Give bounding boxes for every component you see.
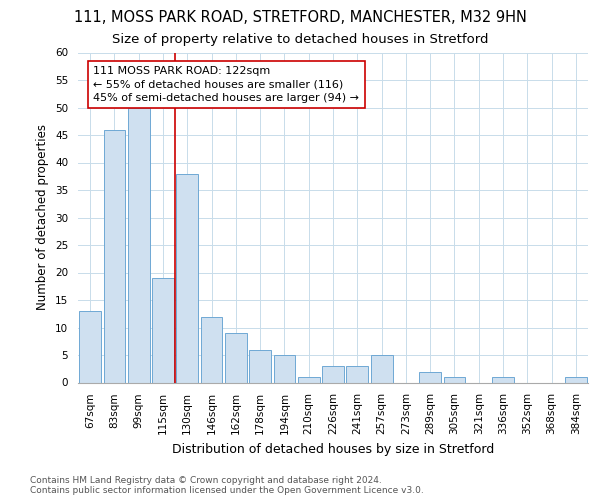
Bar: [104, 130, 125, 382]
Bar: [322, 366, 344, 382]
Bar: [298, 377, 320, 382]
Bar: [200, 316, 223, 382]
Bar: [79, 311, 101, 382]
Bar: [128, 108, 149, 382]
Bar: [565, 377, 587, 382]
Y-axis label: Number of detached properties: Number of detached properties: [37, 124, 49, 310]
Text: Contains HM Land Registry data © Crown copyright and database right 2024.
Contai: Contains HM Land Registry data © Crown c…: [30, 476, 424, 495]
Bar: [346, 366, 368, 382]
Bar: [492, 377, 514, 382]
Bar: [225, 333, 247, 382]
Bar: [249, 350, 271, 382]
Text: Size of property relative to detached houses in Stretford: Size of property relative to detached ho…: [112, 32, 488, 46]
X-axis label: Distribution of detached houses by size in Stretford: Distribution of detached houses by size …: [172, 442, 494, 456]
Bar: [443, 377, 466, 382]
Text: 111 MOSS PARK ROAD: 122sqm
← 55% of detached houses are smaller (116)
45% of sem: 111 MOSS PARK ROAD: 122sqm ← 55% of deta…: [93, 66, 359, 102]
Text: 111, MOSS PARK ROAD, STRETFORD, MANCHESTER, M32 9HN: 111, MOSS PARK ROAD, STRETFORD, MANCHEST…: [74, 10, 526, 25]
Bar: [274, 355, 295, 382]
Bar: [176, 174, 198, 382]
Bar: [371, 355, 392, 382]
Bar: [152, 278, 174, 382]
Bar: [419, 372, 441, 382]
